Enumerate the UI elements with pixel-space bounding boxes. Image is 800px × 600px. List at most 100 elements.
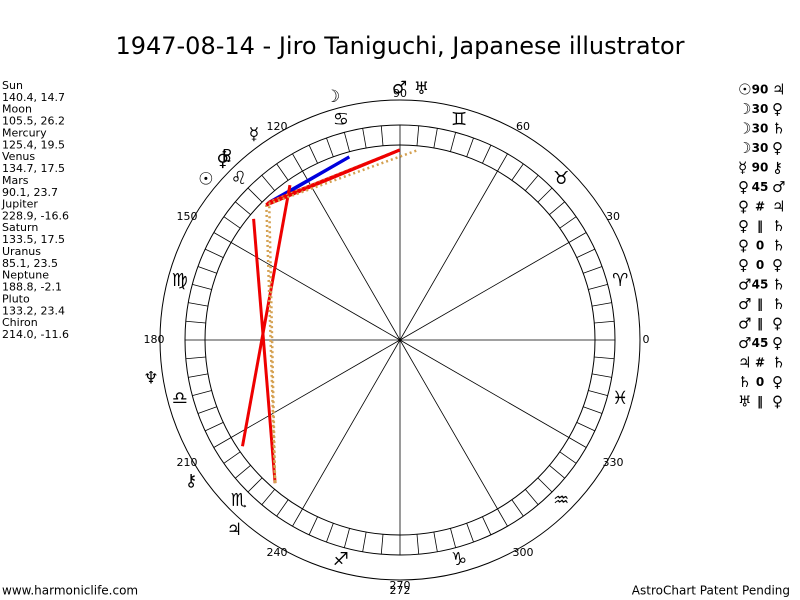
ring-tick [235,465,251,479]
planet-glyph: ♆ [143,369,158,389]
ring-tick [549,201,565,215]
aspect-type: 45 [752,180,769,194]
sign-glyph: ♉ [553,168,569,189]
planet-glyph: ♅ [414,79,429,99]
ring-tick [482,516,492,536]
aspect-planet: ⚷ [772,159,783,177]
ring-tick [576,248,596,258]
ring-tick [433,128,438,149]
ring-tick [247,477,263,493]
degree-label: 30 [606,210,620,223]
aspect-planet: ♄ [772,276,785,294]
degree-label: 90 [393,87,407,100]
aspect-planet: ♀ [738,256,749,274]
ring-tick [497,153,508,172]
degree-label: 210 [176,456,197,469]
house-spoke [399,170,498,341]
ring-tick [343,132,350,152]
ring-tick [204,248,224,258]
planet-glyph: ☉ [198,169,213,189]
aspect-planet: ♄ [772,120,785,138]
sign-glyph: ♑ [451,549,467,570]
marker-label: 272 [390,584,411,597]
ring-tick [192,390,212,397]
planet-name: Mercury [2,126,47,139]
aspect-line [265,149,417,207]
aspect-planet: ♀ [772,139,783,157]
house-spoke [399,242,570,341]
aspect-planet: ♀ [738,237,749,255]
planet-coords: 105.5, 26.2 [2,115,65,128]
aspect-planet: ♀ [772,334,783,352]
aspect-type: ‖ [757,297,763,311]
aspect-planet: ♀ [772,393,783,411]
planet-glyph: ♂ [392,78,407,98]
ring-tick [511,499,524,517]
ring-tick [326,523,334,543]
degree-label: 300 [513,546,534,559]
ring-tick [497,508,508,527]
aspect-planet: ♂ [738,295,751,313]
planet-glyph: ☿ [249,125,259,145]
planet-name: Jupiter [1,198,38,211]
ring-tick [213,232,232,243]
ring-tick [583,266,603,274]
degree-label: 0 [643,333,650,346]
ring-tick [511,163,524,181]
ring-tick [292,508,303,527]
aspect-line [252,218,277,484]
aspect-planet: ♀ [772,373,783,391]
aspect-planet: ♂ [738,334,751,352]
ring-tick [185,320,206,324]
ring-tick [188,302,209,307]
degree-label: 120 [267,120,288,133]
planet-glyph: ♇ [220,146,235,166]
ring-tick [588,283,608,290]
house-spoke [399,339,498,510]
ring-tick [559,216,577,229]
planet-name: Saturn [2,221,38,234]
aspect-planet: ☉ [738,81,751,99]
aspect-planet: ♄ [772,295,785,313]
ring-tick [416,534,420,555]
planet-coords: 188.8, -2.1 [2,281,62,294]
ring-tick [247,187,263,203]
aspect-type: 30 [752,141,769,155]
ring-tick [380,125,384,146]
aspect-type: # [755,356,765,370]
ring-tick [343,528,350,548]
aspect-line [241,184,292,447]
aspect-type: 30 [752,122,769,136]
aspect-type: 45 [752,336,769,350]
ring-tick [235,201,251,215]
planet-name: Chiron [2,316,38,329]
aspect-planet: ♄ [738,373,751,391]
degree-label: 330 [603,456,624,469]
ring-tick [308,144,318,164]
aspect-type: 0 [756,239,764,253]
aspect-planet: ♀ [772,315,783,333]
aspect-type: ‖ [757,395,763,409]
planet-coords: 133.2, 23.4 [2,304,65,317]
ring-tick [525,489,539,505]
aspect-type: 0 [756,258,764,272]
ring-tick [466,523,474,543]
ring-tick [594,356,615,360]
sign-glyph: ♈ [612,270,628,291]
sign-glyph: ♏ [231,490,247,511]
aspect-planet: ♀ [738,217,749,235]
aspect-type: 30 [752,102,769,116]
planet-name: Venus [2,150,35,163]
aspect-planet: ☽ [738,100,751,118]
ring-tick [466,137,474,157]
aspect-planet: ♂ [738,315,751,333]
aspect-planet: ♃ [772,198,785,216]
aspect-planet: ♀ [738,178,749,196]
degree-label: 270 [390,579,411,592]
ring-tick [525,175,539,191]
sign-glyph: ♌ [231,168,247,189]
aspect-type: ‖ [757,317,763,331]
planet-name: Moon [2,103,32,116]
aspect-type: 90 [752,161,769,175]
planet-coords: 85.1, 23.5 [2,257,58,270]
